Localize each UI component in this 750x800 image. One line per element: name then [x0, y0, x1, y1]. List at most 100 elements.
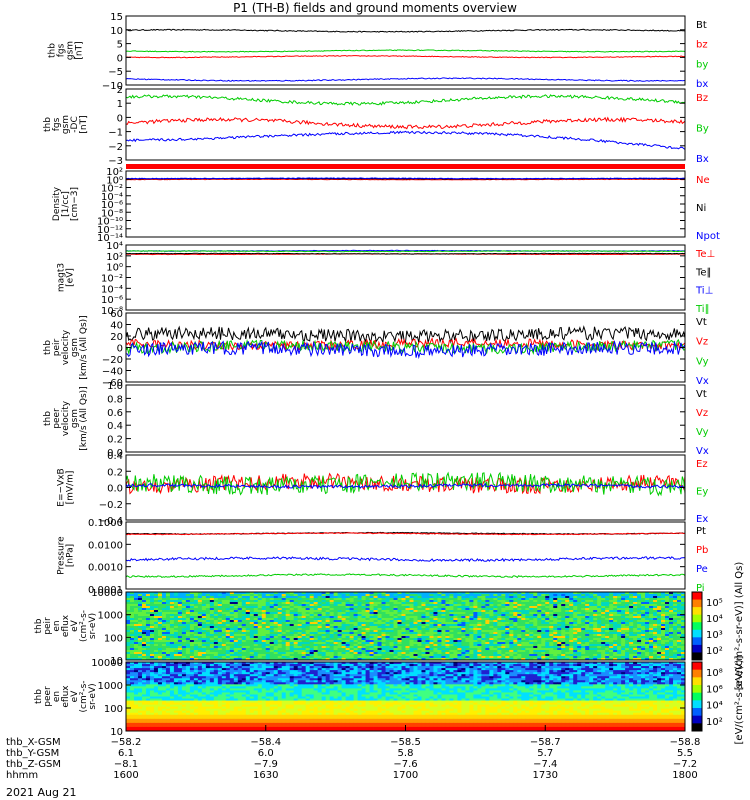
y-axis-label: peir	[52, 338, 62, 356]
y-tick-label: 0.0010	[88, 563, 123, 574]
x-tick-label: 5.5	[677, 748, 693, 759]
y-axis-label: magt3	[57, 263, 67, 292]
legend-bz: bz	[696, 40, 708, 51]
x-tick-label: 1630	[253, 770, 278, 781]
series-line-bx	[125, 77, 686, 82]
y-axis-label: [nT]	[79, 115, 89, 133]
y-tick-label: 10	[110, 26, 123, 37]
legend-Vt: Vt	[696, 389, 707, 400]
y-axis-label: fgs	[57, 43, 67, 57]
y-tick-label: 10	[110, 656, 123, 667]
y-axis-label: thb	[34, 618, 44, 633]
y-axis-label: en	[52, 620, 62, 631]
y-tick-label: 1000	[98, 611, 123, 622]
legend-Bt: Bt	[696, 20, 707, 31]
y-axis-label: eflux	[61, 685, 71, 708]
panel-efield: 0.4 0.2 0.0 −0.2 −0.4 E=−VxB [mV/m] Ez Ey Ex	[57, 451, 709, 527]
legend-Vx: Vx	[696, 446, 709, 457]
y-axis-label: [1/cc]	[61, 191, 71, 217]
legend-Vy: Vy	[696, 356, 709, 367]
x-tick-label: −58.7	[530, 737, 561, 748]
x-tick-label: −58.4	[250, 737, 281, 748]
series-line-by	[125, 49, 686, 53]
panel-fgs: 15 10 5 0 −5 −10 thb fgs gsm [nT] Bt bz by bx	[48, 12, 709, 92]
colorbar-frame	[691, 591, 703, 661]
legend-Bz: Bz	[696, 93, 708, 104]
y-tick-label: −60	[102, 378, 123, 389]
y-axis-label: thb	[34, 689, 44, 704]
colorbar-label: [eV/(cm²-s-sr-eV)] (All Qs)	[734, 562, 745, 691]
series-line-Vx	[125, 340, 686, 360]
y-tick-label: 10⁻⁶	[101, 200, 123, 211]
x-tick-label: −58.5	[390, 737, 421, 748]
y-axis-label: peer	[43, 686, 53, 707]
y-axis-label: thb	[43, 340, 53, 355]
y-tick-label: 1	[117, 99, 123, 110]
plot-date: 2021 Aug 21	[6, 786, 77, 799]
y-tick-label: 5	[117, 40, 123, 51]
y-axis-label: [km/s (All Qs)]	[79, 315, 89, 379]
y-axis-label: eV	[70, 619, 80, 632]
y-tick-label: 0.0001	[88, 585, 123, 596]
legend-Ti⊥: Ti⊥	[695, 286, 713, 297]
legend-Ne: Ne	[696, 175, 710, 186]
colorbar-tick-label: 10⁸	[706, 668, 723, 679]
y-tick-label: −20	[102, 355, 123, 366]
y-tick-label: 10⁻²	[101, 184, 123, 195]
y-tick-label: 0.2	[107, 435, 123, 446]
panel-frame	[125, 15, 686, 86]
x-tick-label: −7.6	[393, 759, 417, 770]
panel-fgs_dc: 2 1 0 −1 −2 −3 thb fgs gsm -DC [nT] Bz By Bx	[43, 85, 709, 169]
y-axis-label: sr-eV)	[88, 683, 98, 709]
y-axis-label: gsm	[66, 41, 76, 60]
y-tick-label: −0.2	[99, 500, 123, 511]
y-tick-label: 10000	[91, 658, 123, 669]
y-tick-label: 10⁻¹⁰	[97, 217, 123, 228]
y-tick-label: 40	[110, 321, 123, 332]
y-tick-label: 20	[110, 332, 123, 343]
series-line-Npot	[125, 177, 686, 180]
legend-Ti∥: Ti∥	[695, 304, 710, 315]
colorbar-tick-label: 10²	[706, 646, 723, 657]
y-axis-label: sr-eV)	[88, 613, 98, 639]
y-axis-label: [km/s (All Qs)]	[79, 386, 89, 450]
x-tick-label: −58.8	[670, 737, 701, 748]
y-tick-label: −2	[108, 142, 123, 153]
y-axis-label: peir	[43, 617, 53, 635]
y-tick-label: 1000	[98, 681, 123, 692]
legend-by: by	[696, 59, 708, 70]
x-tick-label: −8.1	[114, 759, 138, 770]
y-tick-label: 100	[104, 704, 123, 715]
y-tick-label: 0.2	[107, 467, 123, 478]
y-axis-label: [eV]	[66, 268, 76, 287]
y-tick-label: −10	[102, 81, 123, 92]
x-axis-row-label: thb_X-GSM	[6, 737, 61, 748]
y-tick-label: 10⁻⁴	[101, 192, 123, 203]
legend-Pe: Pe	[696, 564, 708, 575]
panel-frame	[125, 88, 686, 161]
series-line-Ey	[125, 471, 686, 497]
x-axis-row-label: thb_Y-GSM	[6, 748, 59, 759]
legend-Pt: Pt	[696, 526, 706, 537]
legend-Ex: Ex	[696, 514, 708, 525]
y-tick-label: 1.0	[107, 381, 123, 392]
y-tick-label: 10⁻⁶	[101, 295, 123, 306]
y-tick-label: −3	[108, 156, 123, 167]
y-axis-label: thb	[43, 117, 53, 132]
y-axis-label: fgs	[52, 117, 62, 131]
panel-frame	[125, 591, 686, 661]
series-line-Ne	[125, 178, 686, 181]
legend-By: By	[696, 124, 709, 135]
colorbar-tick-label: 10⁶	[706, 684, 723, 695]
y-axis-label: gsm	[61, 115, 71, 134]
y-tick-label: 0.4	[107, 421, 123, 432]
x-tick-label: 5.8	[398, 748, 414, 759]
y-axis-label: [nT]	[75, 41, 85, 59]
legend-Bx: Bx	[696, 154, 709, 165]
panel-frame	[125, 384, 686, 453]
y-tick-label: 100	[104, 633, 123, 644]
